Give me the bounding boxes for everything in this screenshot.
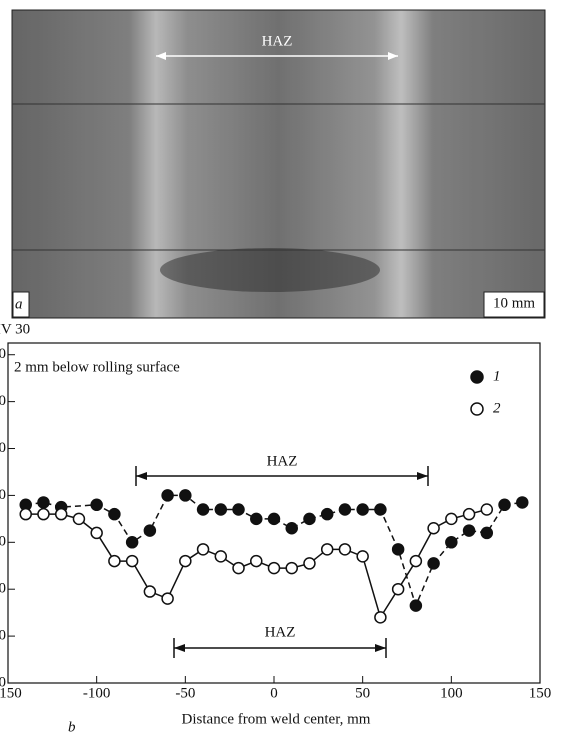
- data-point: [196, 503, 210, 516]
- data-point: [480, 503, 494, 516]
- data-point: [267, 561, 281, 575]
- data-point: [462, 507, 476, 521]
- series-line: [25, 494, 523, 608]
- data-point: [409, 599, 423, 612]
- x-tick-label: 50: [355, 685, 370, 701]
- data-point: [214, 550, 228, 563]
- data-point: [179, 554, 192, 568]
- data-point: [374, 611, 387, 624]
- scale-label: 10 mm: [493, 295, 535, 311]
- data-point: [19, 507, 32, 521]
- legend-marker: [470, 370, 484, 384]
- data-point: [143, 585, 157, 598]
- data-point: [37, 507, 50, 521]
- data-point: [338, 503, 352, 516]
- x-tick-label: -50: [175, 685, 195, 701]
- data-point: [285, 561, 298, 575]
- annotation: 2 mm below rolling surface: [14, 359, 180, 375]
- data-point: [427, 521, 440, 535]
- data-point: [391, 582, 405, 596]
- data-point: [125, 536, 139, 549]
- data-point: [462, 524, 476, 537]
- data-point: [125, 554, 139, 568]
- data-point: [409, 554, 423, 568]
- data-point: [196, 543, 210, 556]
- data-point: [143, 524, 157, 537]
- data-point: [250, 554, 263, 568]
- y-tick-label: 280: [0, 487, 6, 503]
- legend-label: 1: [493, 368, 501, 384]
- y-tick-label: 240: [0, 581, 6, 597]
- y-tick-label: 300: [0, 440, 6, 456]
- haz-label: HAZ: [265, 624, 296, 640]
- data-point: [445, 536, 458, 549]
- y-tick-label: 320: [0, 393, 6, 409]
- data-point: [161, 592, 174, 605]
- data-point: [427, 557, 440, 570]
- data-point: [232, 561, 245, 575]
- x-tick-label: 100: [440, 685, 463, 701]
- data-point: [54, 507, 68, 521]
- data-point: [232, 503, 245, 516]
- data-point: [303, 557, 316, 570]
- data-point: [90, 498, 103, 512]
- data-point: [516, 496, 529, 509]
- x-tick-label: -100: [83, 685, 111, 701]
- data-point: [374, 503, 387, 516]
- data-point: [214, 503, 228, 516]
- data-point: [320, 543, 334, 556]
- legend-label: 2: [493, 400, 501, 416]
- photo-haz: HAZ: [262, 33, 293, 49]
- data-point: [72, 512, 86, 526]
- y-tick-label: 340: [0, 346, 6, 362]
- y-tick-label: 220: [0, 628, 6, 644]
- y-tick-label: 200: [0, 674, 6, 690]
- panel-label: a: [15, 296, 23, 312]
- haz-label: HAZ: [267, 453, 298, 469]
- data-point: [267, 512, 281, 526]
- y-axis-label: HV 30: [0, 321, 30, 337]
- data-point: [179, 489, 192, 502]
- data-point: [303, 512, 316, 526]
- data-point: [320, 507, 334, 521]
- data-point: [498, 498, 511, 512]
- data-point: [356, 503, 369, 516]
- photo: HAZ a 10 mm: [11, 9, 546, 319]
- data-point: [356, 550, 369, 563]
- data-point: [108, 554, 121, 568]
- x-axis-label: Distance from weld center, mm: [182, 711, 371, 727]
- data-point: [445, 512, 458, 526]
- panel-label: b: [68, 719, 76, 735]
- data-point: [250, 512, 263, 526]
- data-point: [108, 507, 121, 521]
- chart: 200 220 240 260 280 300 320 340 -150 -100 -50 0 50 10…: [0, 321, 551, 735]
- data-point: [37, 496, 50, 509]
- data-point: [480, 526, 494, 540]
- data-point: [391, 543, 405, 556]
- y-tick-label: 260: [0, 534, 6, 550]
- data-point: [161, 489, 174, 502]
- data-point: [285, 521, 298, 535]
- legend-marker: [470, 402, 484, 416]
- x-tick-label: 0: [270, 685, 278, 701]
- data-point: [338, 543, 352, 556]
- x-tick-label: 150: [529, 685, 552, 701]
- data-point: [90, 526, 103, 540]
- x-tick-label: -150: [0, 685, 22, 701]
